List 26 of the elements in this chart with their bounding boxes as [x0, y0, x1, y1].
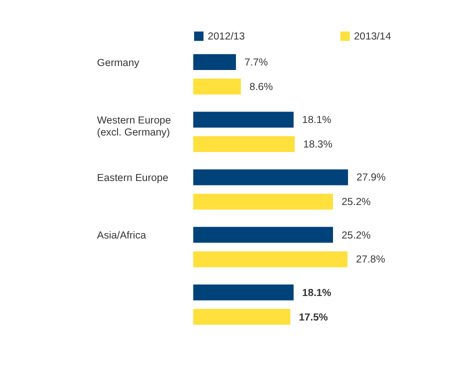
- bar: [193, 284, 294, 300]
- legend-label: 2012/13: [208, 32, 246, 43]
- data-label: 18.1%: [302, 115, 332, 126]
- data-label: 27.8%: [356, 254, 386, 266]
- data-label: 18.3%: [303, 140, 332, 151]
- data-label: 17.5%: [298, 312, 328, 324]
- bar: [193, 54, 236, 70]
- bar: [193, 226, 334, 243]
- data-label: 18.1%: [302, 288, 332, 299]
- y-tick-label: Germany: [97, 58, 140, 69]
- bar: [193, 136, 295, 152]
- y-tick-label: Asia/Africa: [97, 230, 146, 242]
- data-label: 8.6%: [249, 82, 273, 93]
- data-label: 25.2%: [342, 197, 371, 208]
- data-label: 27.9%: [356, 172, 386, 184]
- bar: [193, 112, 294, 128]
- data-label: 7.7%: [244, 58, 268, 69]
- legend-label: 2013/14: [354, 32, 392, 43]
- bar: [193, 78, 241, 94]
- bar: [193, 194, 334, 210]
- y-tick-label: Western Europe (excl. Germany): [97, 115, 172, 138]
- bar: [193, 169, 348, 186]
- bar: [193, 308, 290, 325]
- y-tick-label: Eastern Europe: [97, 172, 169, 184]
- data-label: 25.2%: [342, 230, 371, 242]
- bar: [193, 251, 348, 268]
